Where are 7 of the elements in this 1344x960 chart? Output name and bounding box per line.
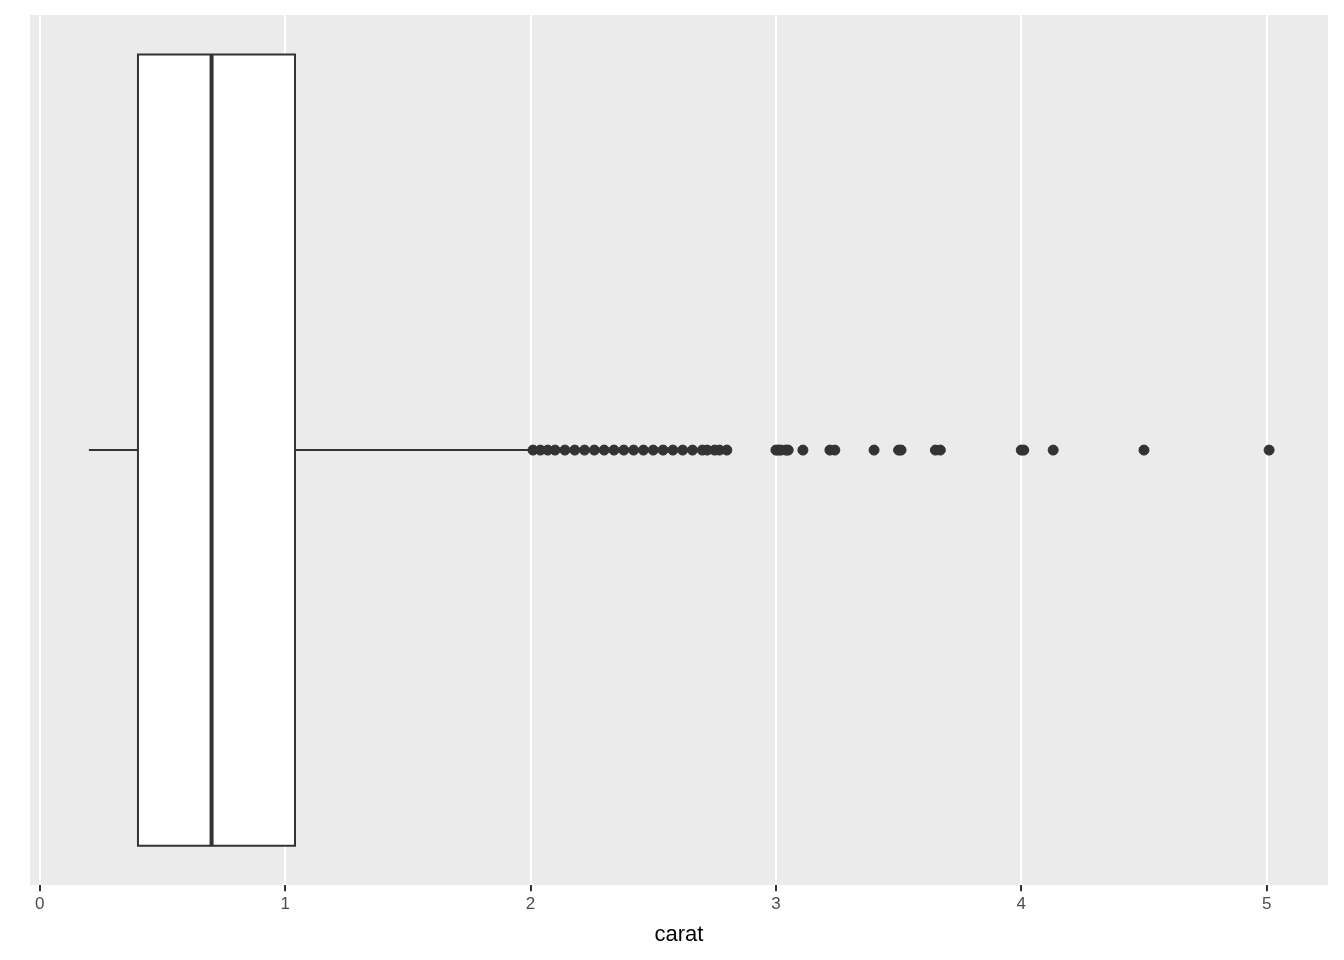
x-tick-label: 3: [771, 894, 781, 914]
x-tick-label: 4: [1016, 894, 1027, 914]
x-tick-label: 5: [1261, 894, 1272, 914]
x-tick-label: 1: [280, 894, 290, 914]
x-axis-title: carat: [654, 920, 704, 946]
x-tick-label: 2: [525, 894, 536, 914]
x-tick-label: 0: [35, 894, 45, 914]
